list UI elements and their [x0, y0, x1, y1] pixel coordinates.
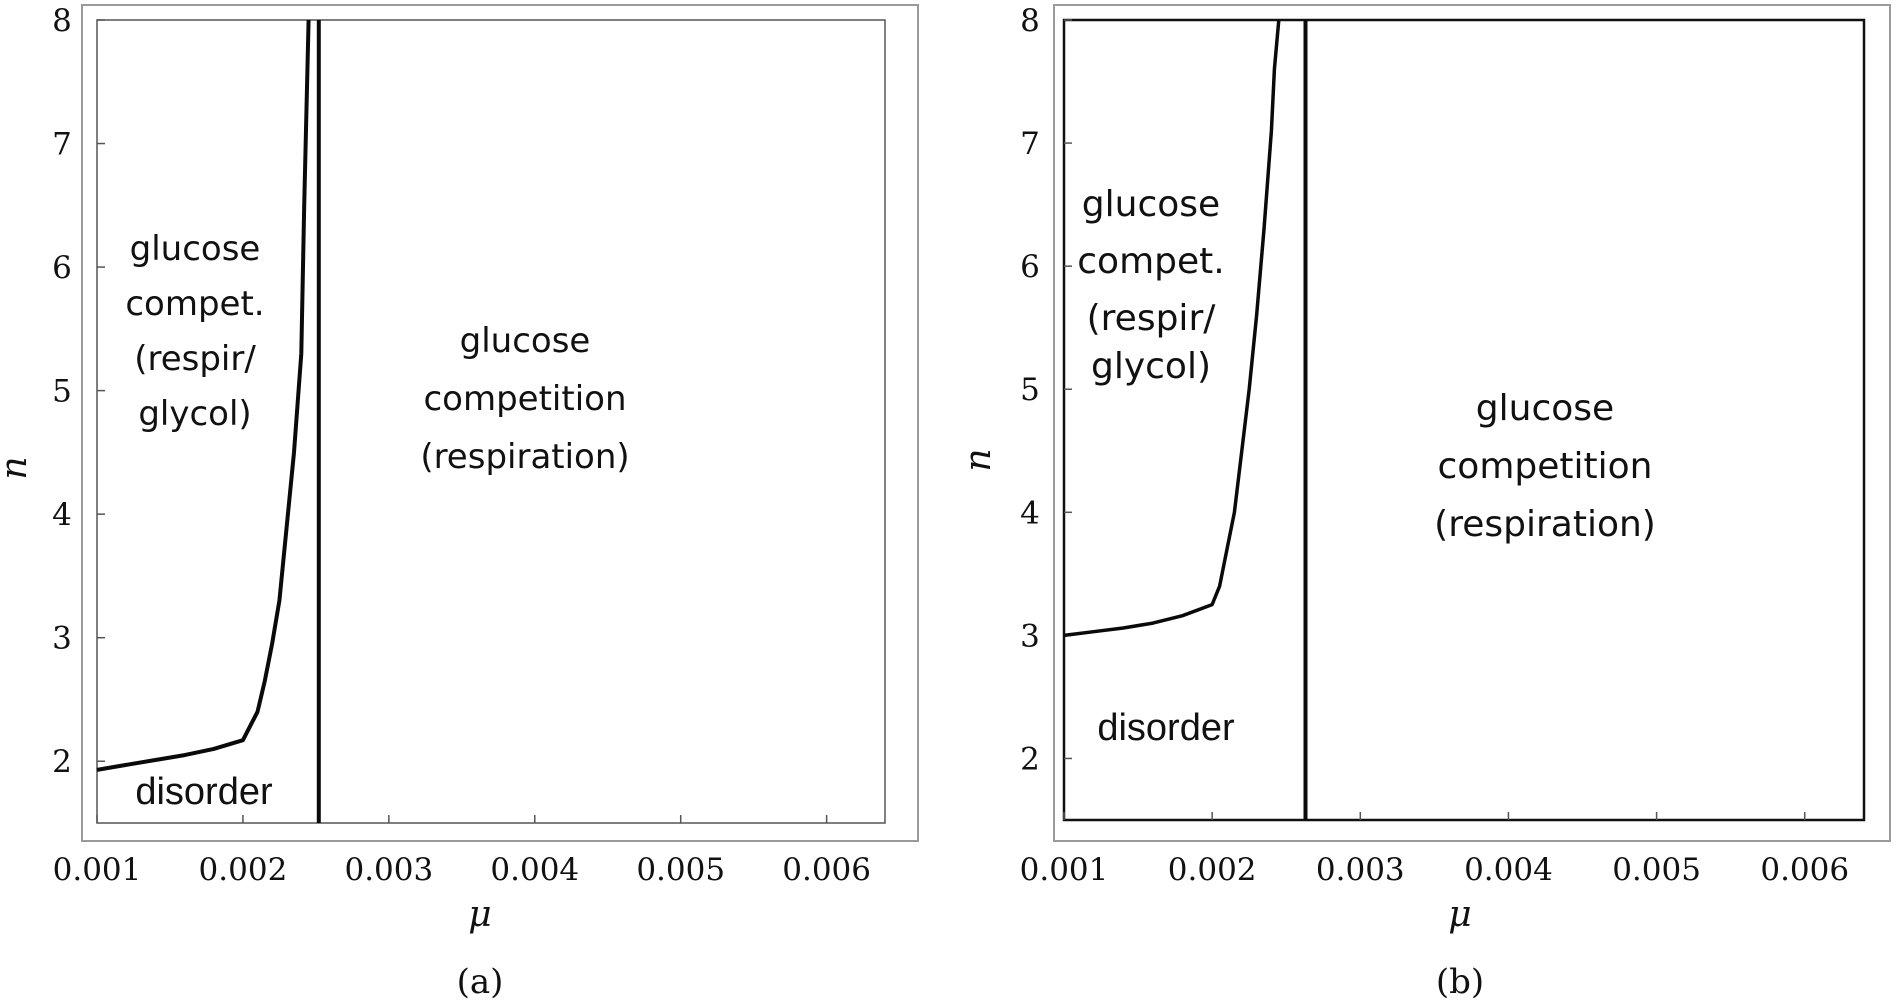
panel-a-x-tick-label: 0.006 — [782, 852, 871, 888]
panel-b-region-respiration: glucose competition (respiration) — [1434, 388, 1656, 545]
panel-a-x-tick-label: 0.005 — [636, 852, 725, 888]
panel-b-series — [1063, 19, 1308, 820]
panel-a-y-tick-label: 8 — [52, 3, 72, 39]
panel-a-region-mixed: glucose compet. (respir/ glycol) — [125, 229, 264, 434]
panel-b-y-tick-label: 8 — [1020, 3, 1040, 39]
panel-b: 0.001 0.002 0.003 0.004 0.005 0.006 2 3 4 5 6 7 8 gl… — [958, 3, 1891, 1000]
panel-a-region-mixed-line4: glycol) — [138, 394, 251, 434]
panel-b-region-mixed-line1: glucose — [1082, 184, 1220, 225]
panel-a-plot-frame — [96, 19, 886, 824]
panel-b-outer-frame — [1053, 4, 1891, 842]
panel-b-y-axis-label: n — [958, 448, 999, 471]
panel-b-y-tick-label: 5 — [1020, 372, 1040, 408]
panel-a-region-disorder: disorder — [135, 771, 273, 813]
panel-b-x-tick-label: 0.006 — [1760, 852, 1849, 888]
panel-b-region-mixed-line2: compet. — [1077, 241, 1224, 282]
panel-b-plot-frame — [1062, 18, 1866, 822]
panel-a-region-respiration-line3: (respiration) — [420, 437, 629, 477]
panel-a-y-tick-label: 4 — [52, 497, 72, 533]
panel-a-region-mixed-line3: (respir/ — [134, 339, 256, 379]
panel-b-x-tick-label: 0.003 — [1316, 852, 1405, 888]
panel-a-ticks: 0.001 0.002 0.003 0.004 0.005 0.006 2 3 4 5 6 7 8 — [52, 3, 871, 888]
panel-b-region-mixed-line4: glycol) — [1091, 346, 1211, 387]
panel-a-y-tick-label: 5 — [52, 374, 72, 410]
panel-b-region-respiration-line1: glucose — [1476, 388, 1614, 429]
panel-a-y-tick-label: 6 — [52, 250, 72, 286]
panel-a: 0.001 0.002 0.003 0.004 0.005 0.006 2 3 4 5 6 7 8 gl… — [0, 3, 919, 1000]
panel-a-region-mixed-line1: glucose — [130, 229, 261, 269]
panel-b-x-tick-label: 0.001 — [1020, 852, 1109, 888]
panel-a-region-respiration-line1: glucose — [460, 321, 591, 361]
panel-b-x-tick-label: 0.002 — [1168, 852, 1257, 888]
panel-a-x-tick-label: 0.002 — [199, 852, 288, 888]
panel-b-phase-boundary-curve — [1063, 19, 1281, 638]
panel-a-phase-boundary-curve — [96, 19, 311, 772]
panel-a-y-tick-label: 2 — [52, 744, 72, 780]
panel-a-y-axis-label: n — [0, 456, 35, 479]
panel-b-y-tick-label: 3 — [1020, 618, 1040, 654]
panel-a-x-tick-label: 0.001 — [53, 852, 142, 888]
panel-a-y-tick-label: 7 — [52, 127, 72, 163]
panel-b-y-tick-label: 2 — [1020, 741, 1040, 777]
panel-a-caption: (a) — [457, 962, 504, 1000]
panel-b-y-tick-label: 6 — [1020, 249, 1040, 285]
panel-b-ticks: 0.001 0.002 0.003 0.004 0.005 0.006 2 3 4 5 6 7 8 — [1020, 3, 1849, 888]
panel-a-series — [96, 19, 321, 823]
panel-a-x-tick-label: 0.003 — [344, 852, 433, 888]
panel-b-y-tick-label: 7 — [1020, 126, 1040, 162]
panel-b-region-mixed: glucose compet. (respir/ glycol) — [1077, 184, 1224, 387]
panel-a-region-respiration-line2: competition — [423, 379, 626, 419]
panel-a-region-respiration: glucose competition (respiration) — [420, 321, 629, 477]
panel-a-x-axis-label: μ — [468, 894, 491, 935]
panel-b-x-tick-label: 0.004 — [1464, 852, 1553, 888]
panel-b-region-respiration-line3: (respiration) — [1434, 504, 1656, 545]
panel-a-outer-frame — [81, 4, 919, 842]
panel-b-caption: (b) — [1436, 962, 1484, 1000]
panel-b-y-tick-label: 4 — [1020, 495, 1040, 531]
panel-b-region-disorder: disorder — [1097, 707, 1235, 749]
panel-b-x-axis-label: μ — [1448, 894, 1471, 935]
panel-a-region-mixed-line2: compet. — [125, 284, 264, 324]
panel-a-y-tick-label: 3 — [52, 621, 72, 657]
panel-a-x-tick-label: 0.004 — [490, 852, 579, 888]
panel-b-region-respiration-line2: competition — [1438, 446, 1653, 487]
panel-b-region-mixed-line3: (respir/ — [1087, 298, 1217, 339]
panel-b-x-tick-label: 0.005 — [1612, 852, 1701, 888]
